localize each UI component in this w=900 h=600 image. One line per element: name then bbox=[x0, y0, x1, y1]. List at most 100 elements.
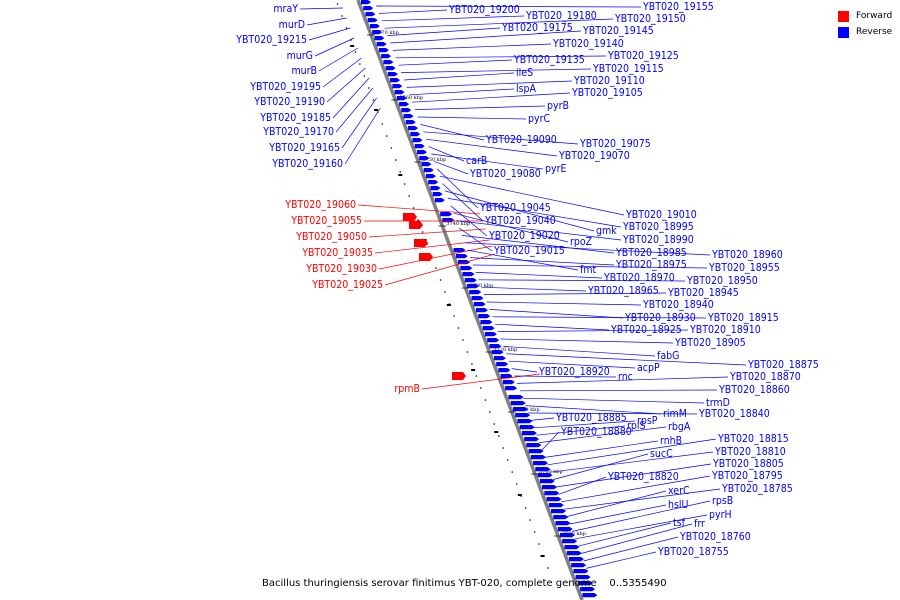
guide-dot bbox=[341, 15, 343, 17]
genome-backbone bbox=[356, 0, 584, 600]
leader-line bbox=[550, 451, 714, 473]
reverse-gene bbox=[460, 266, 473, 271]
reverse-gene bbox=[505, 386, 518, 391]
gene-label: YBT020_19025 bbox=[311, 279, 383, 291]
gene-label: YBT020_18915 bbox=[707, 312, 779, 324]
gene-label: YBT020_18805 bbox=[712, 458, 784, 470]
guide-dot bbox=[457, 327, 460, 329]
guide-dot bbox=[359, 63, 361, 65]
guide-dot bbox=[524, 507, 527, 509]
leader-line bbox=[528, 412, 698, 415]
gene-label: YBT020_18880 bbox=[560, 426, 632, 438]
reverse-gene bbox=[428, 180, 439, 185]
reverse-gene bbox=[363, 6, 374, 11]
reverse-gene bbox=[396, 96, 407, 101]
reverse-gene bbox=[401, 108, 412, 113]
reverse-gene bbox=[491, 350, 504, 355]
reverse-gene bbox=[430, 186, 441, 191]
leader-line bbox=[453, 212, 569, 243]
leader-line bbox=[522, 397, 705, 404]
leader-line bbox=[398, 59, 513, 66]
reverse-gene bbox=[394, 90, 405, 95]
leader-line bbox=[533, 420, 636, 429]
gene-label: trmD bbox=[706, 397, 730, 409]
leader-line bbox=[489, 309, 624, 319]
gene-label: YBT020_18985 bbox=[615, 247, 687, 259]
leader-line bbox=[569, 504, 667, 525]
gene-label: YBT020_18785 bbox=[721, 483, 793, 495]
guide-dash bbox=[374, 109, 379, 111]
reverse-gene bbox=[374, 36, 385, 41]
guide-dash bbox=[540, 555, 545, 557]
leader-line bbox=[390, 30, 582, 44]
gene-label: YBT020_18760 bbox=[679, 531, 751, 543]
gene-label: YBT020_19135 bbox=[513, 54, 585, 66]
reverse-gene bbox=[469, 290, 482, 295]
reverse-gene bbox=[425, 174, 436, 179]
gene-label: rnc bbox=[618, 371, 633, 383]
reverse-gene bbox=[493, 356, 506, 361]
leader-line bbox=[508, 360, 636, 369]
guide-dot bbox=[354, 51, 357, 53]
reverse-gene bbox=[482, 326, 495, 331]
legend-label: Forward bbox=[856, 11, 893, 21]
guide-dot bbox=[390, 147, 393, 149]
gene-label: murD bbox=[279, 19, 305, 31]
leader-line bbox=[506, 353, 747, 366]
leader-line bbox=[332, 77, 370, 119]
leader-line bbox=[384, 253, 495, 286]
leader-line bbox=[431, 153, 544, 170]
gene-label: YBT020_19080 bbox=[469, 168, 541, 180]
gene-label: YBT020_18945 bbox=[667, 287, 739, 299]
gene-label: YBT020_19145 bbox=[582, 25, 654, 37]
leader-line bbox=[409, 88, 515, 96]
leader-line bbox=[425, 138, 558, 157]
gene-label: lspA bbox=[516, 83, 537, 95]
guide-dot bbox=[506, 459, 509, 461]
guide-dot bbox=[466, 351, 469, 353]
forward-gene bbox=[403, 213, 417, 221]
reverse-gene bbox=[521, 431, 537, 436]
gene-label: YBT020_19010 bbox=[625, 209, 697, 221]
guide-dot bbox=[515, 483, 518, 485]
reverse-gene bbox=[551, 509, 567, 514]
reverse-gene bbox=[387, 72, 398, 77]
leader-line bbox=[341, 97, 377, 149]
reverse-gene bbox=[542, 485, 558, 490]
leader-line bbox=[384, 18, 614, 29]
guide-dot bbox=[453, 315, 455, 317]
guide-dot bbox=[345, 27, 348, 29]
leader-line bbox=[376, 5, 642, 8]
leader-line bbox=[566, 490, 667, 517]
gene-label: tsf bbox=[673, 517, 686, 529]
gene-label: rpsP bbox=[637, 415, 658, 427]
guide-dot bbox=[484, 399, 487, 401]
leader-line bbox=[572, 500, 711, 532]
gene-label: YBT020_19200 bbox=[448, 4, 520, 16]
leader-line bbox=[448, 198, 622, 228]
guide-dot bbox=[497, 435, 500, 437]
leader-line bbox=[544, 440, 659, 458]
gene-label: YBT020_18860 bbox=[718, 384, 790, 396]
leader-line bbox=[392, 43, 552, 51]
gene-label: ileS bbox=[516, 67, 533, 79]
scale-tick-label: 3730 kbp bbox=[470, 283, 494, 289]
reverse-gene bbox=[376, 42, 387, 47]
gene-label: YBT020_19070 bbox=[558, 150, 630, 162]
gene-label: YBT020_18815 bbox=[717, 433, 789, 445]
gene-label: YBT020_18970 bbox=[603, 272, 675, 284]
gene-label: pyrH bbox=[709, 509, 732, 521]
gene-label: YBT020_18885 bbox=[555, 412, 627, 424]
gene-label: YBT020_19215 bbox=[235, 34, 307, 46]
gene-label: YBT020_18810 bbox=[714, 446, 786, 458]
reverse-gene bbox=[417, 150, 427, 155]
reverse-gene bbox=[473, 302, 486, 307]
gene-label: acpP bbox=[637, 362, 660, 374]
reverse-gene bbox=[571, 563, 587, 568]
gene-label: YBT020_18995 bbox=[622, 221, 694, 233]
leader-line bbox=[368, 228, 486, 238]
gene-label: murG bbox=[287, 50, 313, 62]
reverse-gene bbox=[498, 368, 511, 373]
reverse-gene bbox=[367, 18, 378, 23]
guide-dot bbox=[475, 375, 478, 377]
